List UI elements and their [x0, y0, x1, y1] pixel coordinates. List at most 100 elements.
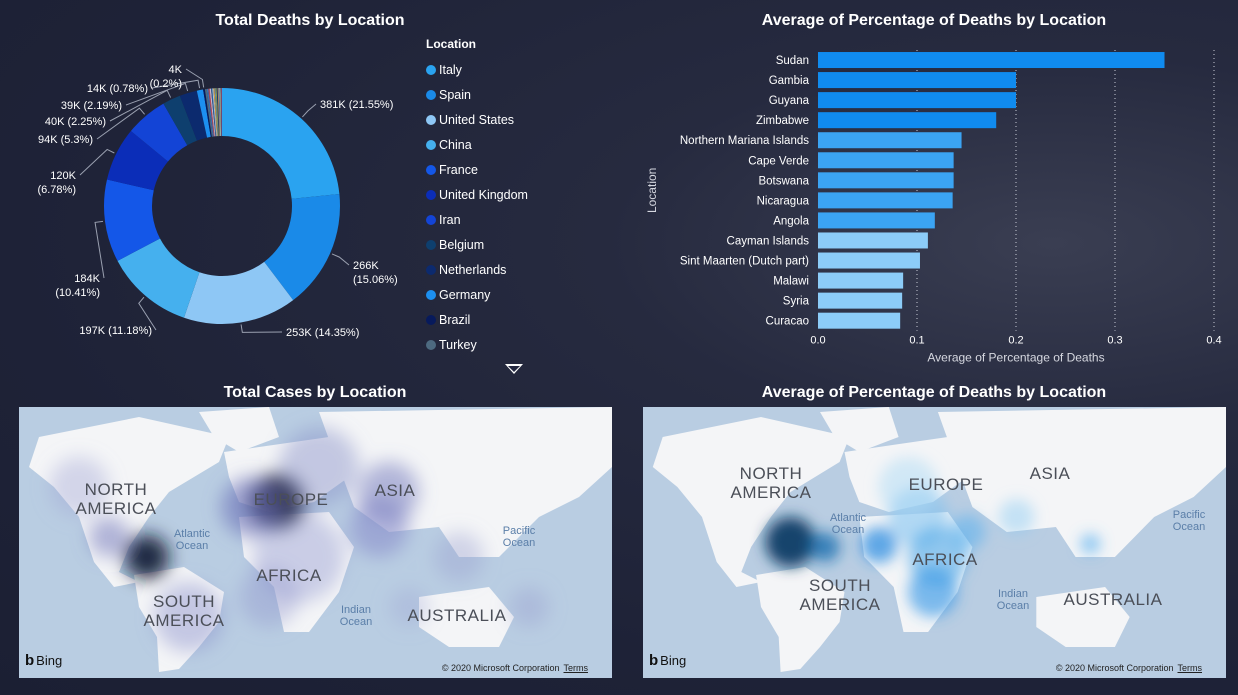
map-copyright: © 2020 Microsoft Corporation Terms	[1056, 663, 1202, 673]
bing-logo: b Bing	[649, 652, 686, 669]
donut-slice[interactable]	[208, 88, 215, 137]
donut-slice[interactable]	[219, 88, 222, 137]
bar[interactable]	[818, 312, 901, 329]
bing-label: Bing	[660, 653, 687, 668]
donut-slice[interactable]	[203, 89, 212, 137]
map-label-south-america: SOUTH AMERICA	[800, 576, 881, 614]
donut-slice[interactable]	[204, 89, 213, 137]
legend-item[interactable]: China	[426, 132, 576, 157]
donut-data-label: 39K (2.19%)	[61, 100, 122, 112]
map-label-europe: EUROPE	[909, 475, 984, 494]
map-heat-blob	[221, 477, 281, 537]
donut-slice[interactable]	[196, 89, 211, 138]
donut-slice[interactable]	[206, 88, 214, 137]
donut-leader-line	[302, 103, 317, 118]
legend-label: Italy	[439, 62, 462, 77]
donut-slice[interactable]	[183, 261, 294, 324]
terms-link[interactable]: Terms	[563, 663, 589, 673]
map-heat-blob	[389, 587, 429, 627]
bar[interactable]	[818, 132, 962, 149]
donut-leader-line	[94, 220, 105, 279]
copyright-text: © 2020 Microsoft Corporation	[441, 663, 560, 673]
legend-swatch	[426, 289, 436, 300]
donut-slice[interactable]	[209, 88, 216, 137]
legend-item[interactable]: Iran	[426, 207, 576, 232]
donut-slice[interactable]	[215, 88, 219, 137]
bar-chart: 0.0 0.1 0.2 0.3 0.4 Sudan Gambia Guyana Zimbabwe…	[645, 50, 1222, 365]
donut-slice[interactable]	[107, 131, 168, 191]
donut-slice[interactable]	[179, 90, 208, 141]
legend-item[interactable]: Turkey	[426, 332, 576, 357]
legend-label: Belgium	[439, 237, 485, 252]
bar[interactable]	[818, 152, 954, 169]
bar[interactable]	[818, 292, 903, 309]
legend-label: United Kingdom	[439, 187, 528, 202]
legend-item[interactable]: Netherlands	[426, 257, 576, 282]
donut-chart: 381K (21.55%) 266K (15.06%) 253K (14.35%) 19…	[37, 64, 397, 339]
bar[interactable]	[818, 272, 904, 289]
y-axis-label: Location	[645, 168, 659, 213]
map-label-africa: AFRICA	[912, 550, 978, 569]
bing-logo: b Bing	[25, 652, 62, 669]
bar[interactable]	[818, 72, 1016, 89]
donut-slice[interactable]	[216, 88, 220, 137]
donut-leader-line	[79, 148, 115, 176]
donut-slice[interactable]	[222, 88, 340, 199]
donut-data-label: 381K (21.55%)	[320, 99, 393, 111]
y-tick-label: Sudan	[776, 55, 809, 67]
legend-title: Location	[426, 37, 476, 51]
donut-slice[interactable]	[130, 103, 188, 162]
donut-slice[interactable]	[221, 88, 222, 137]
bar[interactable]	[818, 172, 954, 189]
legend-item[interactable]: France	[426, 157, 576, 182]
bar[interactable]	[818, 52, 1165, 69]
bar[interactable]	[818, 192, 953, 209]
donut-slice[interactable]	[214, 88, 219, 137]
bar[interactable]	[818, 212, 935, 229]
legend-item[interactable]: Italy	[426, 57, 576, 82]
legend-item[interactable]: Spain	[426, 82, 576, 107]
y-tick-label: Nicaragua	[757, 195, 810, 207]
x-tick-label: 0.3	[1107, 335, 1122, 347]
map-label-europe: EUROPE	[254, 490, 329, 509]
legend-item[interactable]: Belgium	[426, 232, 576, 257]
bar[interactable]	[818, 92, 1016, 109]
donut-slice[interactable]	[218, 88, 221, 137]
bing-icon: b	[649, 652, 659, 669]
terms-link[interactable]: Terms	[1177, 663, 1203, 673]
legend-swatch	[426, 139, 436, 150]
map-heat-blob	[949, 514, 986, 550]
bar[interactable]	[818, 112, 997, 129]
map-label-asia: ASIA	[1030, 464, 1071, 483]
bar[interactable]	[818, 232, 928, 249]
legend-swatch	[426, 189, 436, 200]
map-heat-blob	[860, 527, 897, 563]
legend-label: Spain	[439, 87, 471, 102]
donut-data-label: 197K (11.18%)	[79, 325, 152, 337]
legend-item[interactable]: Germany	[426, 282, 576, 307]
deaths-map[interactable]: NORTH AMERICA SOUTH AMERICA EUROPE ASIA AFRICA…	[643, 407, 1226, 678]
donut-slice[interactable]	[220, 88, 222, 137]
cases-map[interactable]: NORTH AMERICA SOUTH AMERICA EUROPE ASIA AFRICA…	[19, 407, 612, 678]
cases-map-canvas: NORTH AMERICA SOUTH AMERICA EUROPE ASIA AFRICA…	[29, 407, 612, 672]
bar[interactable]	[818, 252, 920, 269]
map-heat-blob	[509, 587, 549, 627]
donut-data-label: 4K (0.2%)	[150, 64, 183, 90]
donut-slice[interactable]	[217, 88, 221, 137]
legend-item[interactable]: Brazil	[426, 307, 576, 332]
donut-slice[interactable]	[213, 88, 218, 137]
copyright-text: © 2020 Microsoft Corporation	[1055, 663, 1174, 673]
donut-slice[interactable]	[104, 179, 161, 261]
donut-slice[interactable]	[163, 95, 197, 146]
donut-slice[interactable]	[212, 88, 217, 137]
donut-slice[interactable]	[117, 238, 200, 318]
donut-legend: Location Italy Spain United States China Fra…	[426, 37, 576, 357]
legend-item[interactable]: United States	[426, 107, 576, 132]
legend-swatch	[426, 64, 436, 75]
x-tick-label: 0.1	[909, 335, 924, 347]
donut-slice[interactable]	[264, 193, 340, 301]
donut-data-label: 40K (2.25%)	[45, 116, 106, 128]
legend-scroll-down-icon[interactable]	[505, 364, 523, 374]
donut-slice[interactable]	[210, 88, 217, 137]
legend-item[interactable]: United Kingdom	[426, 182, 576, 207]
